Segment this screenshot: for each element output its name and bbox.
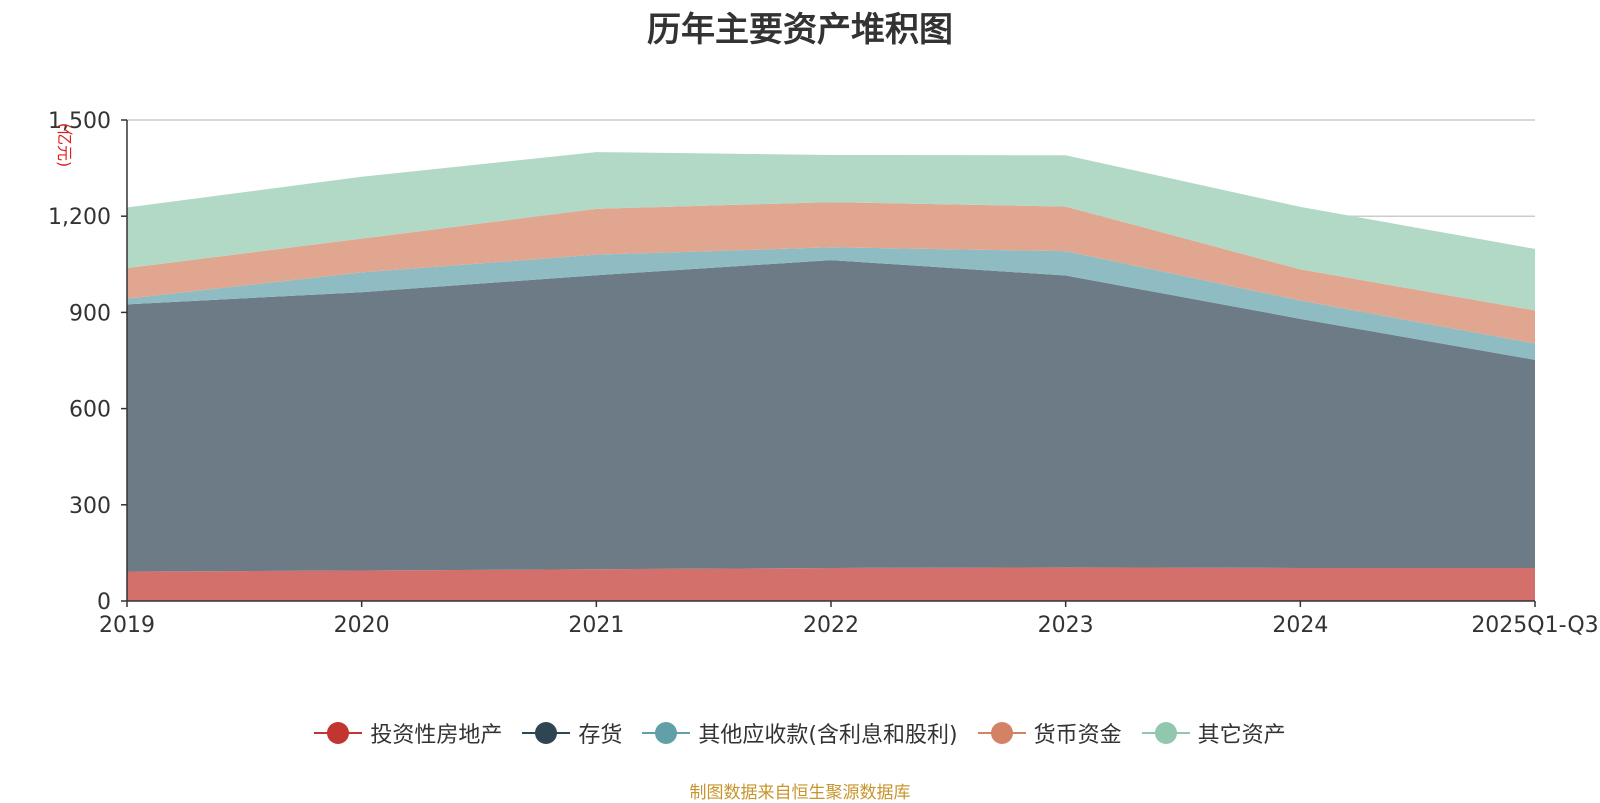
- area-series-投资性房地产[interactable]: [127, 567, 1535, 601]
- legend-item[interactable]: 存货: [522, 717, 622, 749]
- legend-marker-icon: [642, 721, 691, 745]
- legend-marker-icon: [314, 721, 363, 745]
- x-tick-label: 2025Q1-Q3: [1471, 613, 1598, 638]
- area-layer: [127, 152, 1535, 601]
- legend-item[interactable]: 投资性房地产: [314, 717, 502, 749]
- legend-marker-icon: [1141, 721, 1190, 745]
- area-series-货币资金[interactable]: [127, 202, 1535, 344]
- legend-label: 货币资金: [1033, 723, 1122, 748]
- y-tick-label: 0: [97, 590, 111, 615]
- area-series-其它资产[interactable]: [127, 152, 1535, 311]
- y-axis-unit-label: (亿元): [55, 123, 74, 168]
- x-tick-label: 2021: [568, 613, 624, 638]
- legend-label: 其它资产: [1197, 723, 1286, 748]
- axis-layer: 0 300 600 900 1,200 1,500 2019 2020 2021 2022 2023…: [48, 109, 1599, 638]
- chart-title: 历年主要资产堆积图: [647, 10, 953, 50]
- legend-item[interactable]: 其它资产: [1141, 717, 1286, 749]
- legend-marker-icon: [977, 721, 1026, 745]
- legend: 投资性房地产 存货 其他应收款(含利息和股利) 货币资金 其它资产: [0, 717, 1600, 749]
- x-tick-label: 2019: [99, 613, 155, 638]
- y-tick-label: 1,200: [48, 205, 111, 230]
- area-series-其他应收款(含利息和股利)[interactable]: [127, 247, 1535, 360]
- source-note: 制图数据来自恒生聚源数据库: [689, 783, 911, 803]
- y-tick-label: 300: [69, 494, 111, 519]
- x-tick-label: 2024: [1272, 613, 1328, 638]
- y-tick-label: 1,500: [48, 109, 111, 134]
- legend-label: 存货: [578, 723, 623, 748]
- x-tick-label: 2020: [334, 613, 390, 638]
- y-tick-label: 900: [69, 301, 111, 326]
- area-series-存货[interactable]: [127, 260, 1535, 572]
- legend-label: 投资性房地产: [370, 723, 503, 748]
- x-tick-label: 2023: [1038, 613, 1094, 638]
- legend-item[interactable]: 货币资金: [977, 717, 1122, 749]
- y-tick-label: 600: [69, 398, 111, 423]
- legend-item[interactable]: 其他应收款(含利息和股利): [642, 717, 958, 749]
- legend-label: 其他应收款(含利息和股利): [698, 723, 958, 748]
- x-tick-label: 2022: [803, 613, 859, 638]
- legend-marker-icon: [522, 721, 571, 745]
